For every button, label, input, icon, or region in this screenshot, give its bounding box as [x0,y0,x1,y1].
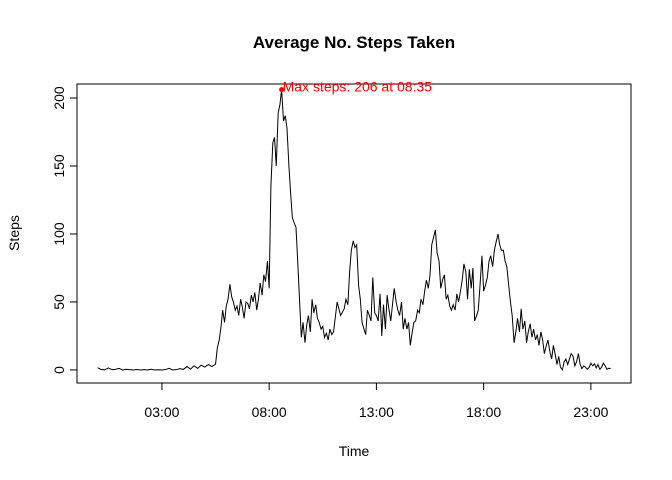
x-tick-label: 23:00 [573,404,608,420]
x-tick-label: 18:00 [466,404,501,420]
y-axis-label: Steps [6,215,22,251]
chart-title: Average No. Steps Taken [253,33,455,52]
y-tick-label: 150 [51,154,67,178]
x-tick-label: 13:00 [359,404,394,420]
max-point [279,87,285,93]
y-tick-label: 50 [51,294,67,310]
y-tick-label: 100 [51,222,67,246]
y-tick-label: 200 [51,86,67,110]
data-line [97,89,611,372]
y-tick-label: 0 [51,366,67,374]
x-tick-label: 03:00 [144,404,179,420]
x-tick-label: 08:00 [252,404,287,420]
max-annotation: Max steps: 206 at 08:35 [283,79,433,95]
x-axis-label: Time [339,443,370,459]
